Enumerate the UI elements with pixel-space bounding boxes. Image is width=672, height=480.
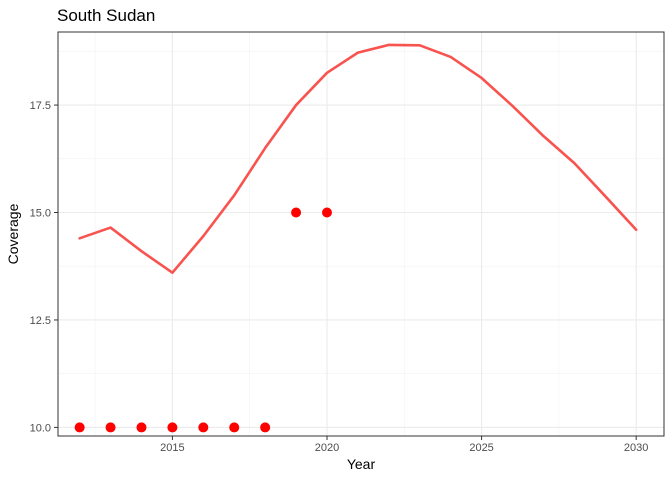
data-point (321, 207, 332, 218)
x-tick-label: 2030 (624, 442, 648, 454)
x-tick-label: 2025 (469, 442, 493, 454)
minor-grid (58, 32, 664, 436)
data-point (105, 422, 116, 433)
y-tick-label: 12.5 (30, 315, 51, 327)
chart-title: South Sudan (57, 6, 155, 25)
data-point (260, 422, 271, 433)
x-axis: 2015 2020 2025 2030 (160, 436, 648, 454)
data-point (198, 422, 209, 433)
major-grid (58, 32, 664, 436)
series-line (78, 43, 638, 274)
plot-panel (58, 32, 664, 436)
y-tick-label: 17.5 (30, 100, 51, 112)
y-tick-label: 15.0 (30, 208, 51, 220)
y-axis: 10.0 12.5 15.0 17.5 (30, 100, 58, 434)
y-axis-label: Coverage (5, 203, 21, 264)
data-point (229, 422, 240, 433)
data-point (167, 422, 178, 433)
x-axis-label: Year (347, 456, 376, 472)
data-point (136, 422, 147, 433)
x-tick-label: 2015 (160, 442, 184, 454)
y-tick-label: 10.0 (30, 422, 51, 434)
series-layer (74, 43, 638, 433)
data-point (291, 207, 302, 218)
x-tick-label: 2020 (315, 442, 339, 454)
data-point (74, 422, 85, 433)
plot-border (57, 31, 665, 437)
